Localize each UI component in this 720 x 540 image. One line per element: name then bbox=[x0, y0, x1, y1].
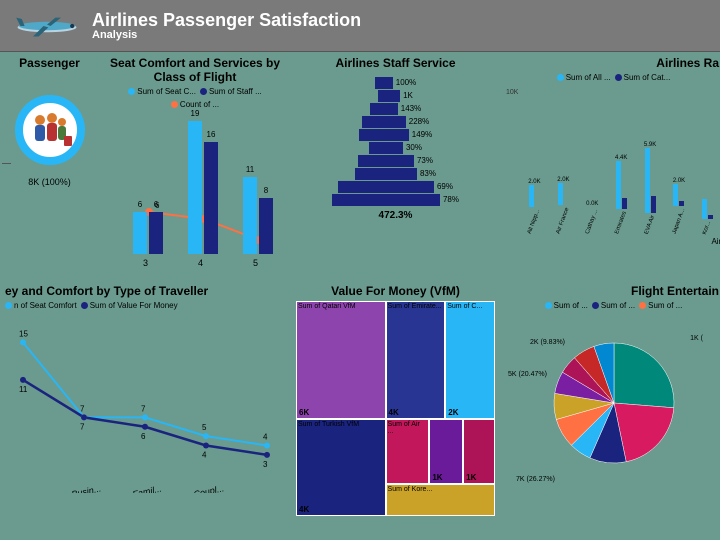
treemap-cell: Sum of Emirate...4K bbox=[386, 301, 446, 419]
rank-axis-label: Airl bbox=[504, 237, 720, 246]
treemap-cell: 1K bbox=[429, 419, 463, 484]
airplane-icon bbox=[12, 8, 82, 44]
svg-text:3: 3 bbox=[263, 460, 268, 469]
legend-item: Sum of Cat... bbox=[615, 73, 671, 82]
passenger-title: Passenger bbox=[5, 57, 94, 71]
pie-label-0: 7K (26.27%) bbox=[516, 476, 555, 483]
staff-service-card: Airlines Staff Service 100%1K143%228%149… bbox=[293, 54, 498, 279]
seat-comfort-chart: 652 663191641185 bbox=[103, 112, 287, 272]
vfm-title: Value For Money (VfM) bbox=[296, 285, 495, 299]
svg-text:4: 4 bbox=[202, 450, 207, 459]
dashboard-grid: Passenger 8K (100%) Seat Comfort and Ser… bbox=[0, 52, 720, 540]
svg-text:11: 11 bbox=[19, 385, 28, 394]
staff-service-total: 472.3% bbox=[296, 210, 495, 221]
svg-text:4: 4 bbox=[263, 432, 268, 441]
airlines-rank-card: Airlines Ra Sum of All ...Sum of Cat... … bbox=[501, 54, 720, 279]
seat-comfort-title: Seat Comfort and Services by Class of Fl… bbox=[103, 57, 287, 85]
vfm-treemap: Sum of Qatari VfM6KSum of Turkish VfM4KS… bbox=[296, 301, 495, 516]
seat-comfort-card: Seat Comfort and Services by Class of Fl… bbox=[100, 54, 290, 279]
traveller-card: ey and Comfort by Type of Traveller n of… bbox=[2, 282, 290, 540]
airlines-rank-chart: 2.0KAll Nipp...2.0KAir France0.0KCathay … bbox=[518, 85, 720, 235]
airlines-rank-title: Airlines Ra bbox=[504, 57, 720, 71]
entertainment-pie: 5K (20.47%) 2K (9.83%) 1K ( 7K (26.27%) bbox=[504, 313, 720, 493]
legend-item: Count of ... bbox=[171, 100, 219, 109]
svg-text:6: 6 bbox=[141, 432, 146, 441]
entertainment-title: Flight Entertain bbox=[504, 285, 720, 299]
legend-item: Sum of Value For Money bbox=[81, 301, 178, 310]
svg-text:7: 7 bbox=[80, 422, 85, 431]
treemap-cell: Sum of Kore... bbox=[386, 484, 495, 516]
legend-item: Sum of Seat C... bbox=[128, 87, 196, 96]
rank-ytick: 10K bbox=[506, 89, 518, 96]
legend-item: n of Seat Comfort bbox=[5, 301, 77, 310]
entertainment-card: Flight Entertain Sum of ...Sum of ...Sum… bbox=[501, 282, 720, 540]
traveller-legend: n of Seat Comfort Sum of Value For Money bbox=[5, 301, 287, 310]
pie-label-3: 1K ( bbox=[690, 335, 703, 342]
treemap-cell: 1K bbox=[463, 419, 495, 484]
passenger-card: Passenger 8K (100%) bbox=[2, 54, 97, 279]
svg-text:7: 7 bbox=[80, 404, 85, 413]
legend-item: Sum of ... bbox=[639, 301, 682, 310]
svg-text:7: 7 bbox=[141, 404, 146, 413]
dashboard-header: Airlines Passenger Satisfaction Analysis bbox=[0, 0, 720, 52]
treemap-cell: Sum of C...2K bbox=[445, 301, 495, 419]
legend-item: Sum of ... bbox=[592, 301, 635, 310]
passengers-icon bbox=[26, 106, 74, 154]
traveller-title: ey and Comfort by Type of Traveller bbox=[5, 285, 287, 299]
legend-item: Sum of ... bbox=[545, 301, 588, 310]
svg-text:Coupl...: Coupl... bbox=[193, 483, 225, 493]
passenger-label: 8K (100%) bbox=[28, 177, 71, 187]
passenger-donut bbox=[15, 95, 85, 165]
staff-service-funnel: 100%1K143%228%149%30%73%83%69%78% bbox=[296, 77, 495, 206]
svg-text:15: 15 bbox=[19, 329, 28, 338]
staff-service-title: Airlines Staff Service bbox=[296, 57, 495, 71]
legend-item: Sum of All ... bbox=[557, 73, 611, 82]
seat-comfort-legend: Sum of Seat C... Sum of Staff ... Count of… bbox=[103, 87, 287, 109]
treemap-cell: Sum of Air ... bbox=[386, 419, 430, 484]
legend-item: Sum of Staff ... bbox=[200, 87, 262, 96]
airlines-rank-legend: Sum of All ... Sum of Cat... bbox=[504, 73, 720, 82]
treemap-cell: Sum of Qatari VfM6K bbox=[296, 301, 386, 419]
pie-label-1: 5K (20.47%) bbox=[508, 371, 547, 378]
treemap-cell: Sum of Turkish VfM4K bbox=[296, 419, 386, 516]
entertainment-legend: Sum of ... Sum of ... Sum of ... bbox=[504, 301, 720, 310]
svg-text:Busin...: Busin... bbox=[71, 483, 102, 493]
header-title: Airlines Passenger Satisfaction bbox=[92, 10, 361, 31]
svg-text:Famil...: Famil... bbox=[132, 483, 163, 492]
vfm-card: Value For Money (VfM) Sum of Qatari VfM6… bbox=[293, 282, 498, 540]
svg-text:5: 5 bbox=[202, 423, 207, 432]
pie-label-2: 2K (9.83%) bbox=[530, 339, 565, 346]
traveller-chart: 15 7 7 5 4 11 7 6 4 3 Busin... Famil... Coupl... bbox=[5, 313, 287, 493]
